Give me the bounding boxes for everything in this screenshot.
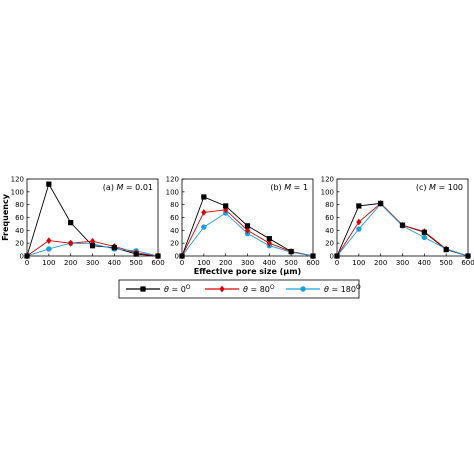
x-tick-label: 200 [64,259,77,267]
y-tick-label: 0 [20,253,24,261]
y-tick-label: 60 [15,214,24,222]
data-point-0 [89,243,96,249]
data-point-80 [356,218,362,226]
legend-item-180: θ = 180O [286,284,361,294]
data-point-180 [356,226,362,232]
data-point-0 [133,251,139,257]
panel-label: (b) M = 1 [270,183,308,192]
data-point-0 [244,223,251,229]
data-point-0 [443,246,449,253]
x-tick-label: 500 [439,259,452,267]
x-tick-label: 400 [108,259,121,267]
chart-panel-2: 0 20 40 60 80 100 120 0 100 200 300 400 500 600 (b) M … [166,176,320,277]
x-tick-label: 300 [396,259,409,267]
x-tick-label: 100 [197,259,210,267]
data-point-0 [288,248,294,255]
data-point-80 [46,237,52,244]
y-tick-label: 80 [170,201,179,209]
x-tick-label: 200 [374,259,387,267]
y-tick-label: 80 [15,201,24,209]
data-point-180 [46,246,52,252]
legend-marker [219,285,225,293]
y-tick-label: 20 [15,240,24,248]
y-axis-label: Frequency [1,193,10,241]
x-tick-label: 0 [180,259,184,267]
legend-label: θ = 180O [324,284,361,294]
legend-marker [140,286,146,292]
legend-label: θ = 80O [243,284,275,294]
y-tick-label: 60 [325,214,334,222]
data-point-0 [356,203,362,209]
data-point-0 [310,253,316,259]
y-tick-label: 120 [166,176,179,184]
x-tick-label: 500 [284,259,297,267]
x-tick-label: 100 [42,259,55,267]
x-tick-label: 0 [25,259,29,267]
data-point-0 [421,229,427,235]
x-tick-label: 200 [219,259,232,267]
legend: θ = 0O θ = 80O θ = 180O [118,279,361,299]
data-point-0 [68,220,74,226]
y-tick-label: 100 [321,188,334,196]
x-tick-label: 400 [418,259,431,267]
data-point-0 [378,200,384,206]
data-point-0 [399,222,406,228]
data-point-0 [201,194,207,200]
y-tick-label: 40 [170,227,179,235]
legend-marker [300,286,306,292]
data-point-80 [68,239,74,247]
y-tick-label: 100 [166,188,179,196]
y-tick-label: 20 [325,240,334,248]
y-tick-label: 40 [325,227,334,235]
x-tick-label: 100 [352,259,365,267]
x-tick-label: 600 [461,259,474,267]
data-point-0 [111,245,117,251]
data-point-0 [179,253,185,259]
y-tick-label: 80 [325,201,334,209]
x-tick-label: 600 [306,259,319,267]
y-tick-label: 60 [170,214,179,222]
x-tick-label: 300 [86,259,99,267]
x-axis-label: Effective pore size (μm) [194,267,301,276]
data-point-0 [223,203,229,209]
data-point-80 [201,208,207,216]
y-tick-label: 40 [15,227,24,235]
data-point-0 [24,253,30,259]
panel-label: (c) M = 100 [416,183,463,192]
data-point-0 [465,253,471,259]
legend-item-0: θ = 0O [126,284,191,294]
y-tick-label: 120 [11,176,24,184]
data-point-80 [244,226,251,234]
y-tick-label: 0 [175,253,179,261]
data-point-0 [46,181,52,187]
data-point-180 [421,234,428,241]
x-tick-label: 0 [335,259,339,267]
legend-item-80: θ = 80O [205,284,275,294]
chart-panel-3: 0 20 40 60 80 100 120 0 100 200 300 400 500 600 (c) M … [321,176,474,268]
panel-label: (a) M = 0.01 [103,183,153,192]
data-point-0 [334,253,340,259]
y-tick-label: 0 [330,253,334,261]
y-tick-label: 100 [11,188,24,196]
chart-panel-1: 0 20 40 60 80 100 120 0 100 200 300 400 500 600 (a) M … [1,176,165,268]
y-tick-label: 20 [170,240,179,248]
x-tick-label: 600 [151,259,164,267]
data-point-0 [266,236,272,242]
data-point-180 [201,224,207,230]
y-tick-label: 120 [321,176,334,184]
data-point-0 [155,253,161,259]
legend-label: θ = 0O [164,284,191,294]
data-point-80 [266,239,272,247]
x-tick-label: 300 [241,259,254,267]
x-tick-label: 500 [129,259,142,267]
data-point-80 [89,237,96,245]
x-tick-label: 400 [263,259,276,267]
